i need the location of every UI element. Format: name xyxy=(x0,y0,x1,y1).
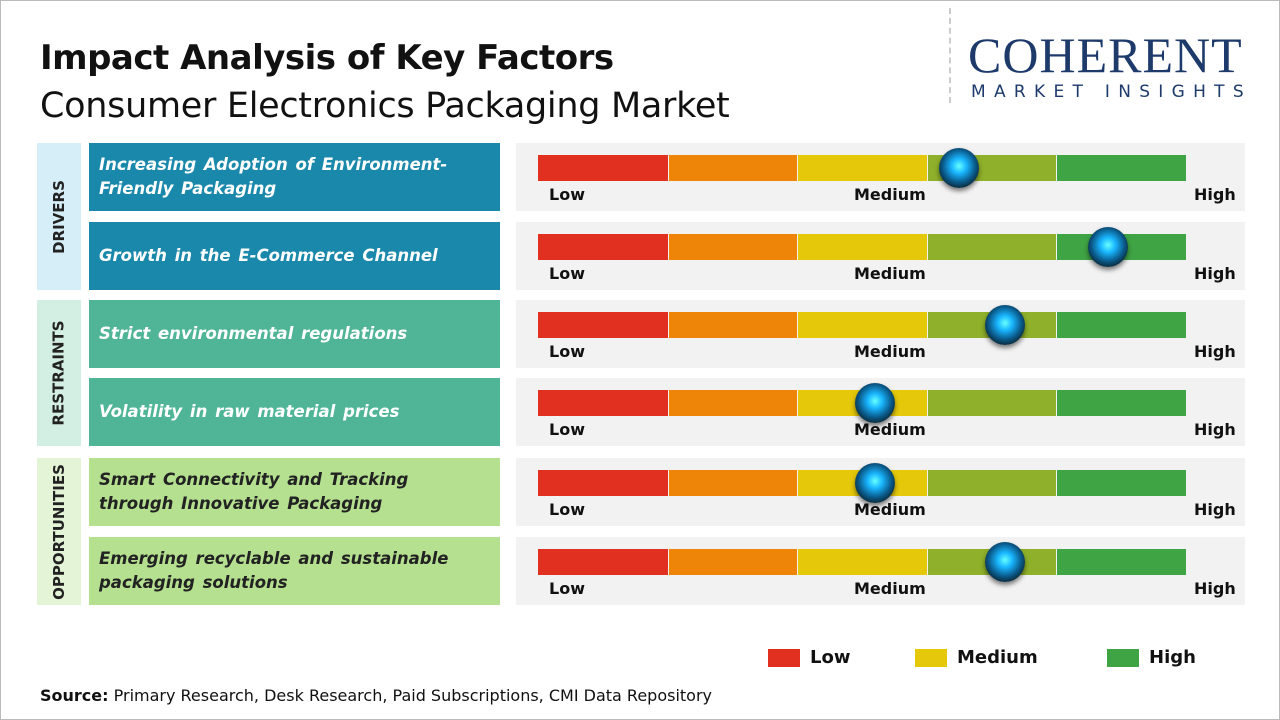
source-text: Primary Research, Desk Research, Paid Su… xyxy=(108,686,712,705)
gauge-segment xyxy=(668,312,798,338)
gauge-segment xyxy=(538,234,668,260)
source-note: Source: Primary Research, Desk Research,… xyxy=(40,686,712,705)
scale-label-medium: Medium xyxy=(854,420,926,439)
gauge-segment xyxy=(927,470,1057,496)
divider xyxy=(949,8,951,103)
category-restraints: RESTRAINTS xyxy=(37,300,81,446)
gauge-segment xyxy=(1057,470,1186,496)
scale-label-high: High xyxy=(1194,342,1236,361)
impact-marker xyxy=(984,542,1025,582)
gauge-segment xyxy=(538,390,668,416)
page-title: Impact Analysis of Key Factors xyxy=(40,38,614,78)
page-subtitle: Consumer Electronics Packaging Market xyxy=(40,86,730,126)
gauge-segment xyxy=(1057,312,1186,338)
factor-label: Growth in the E-Commerce Channel xyxy=(89,222,500,290)
logo: COHERENT MARKET INSIGHTS xyxy=(968,30,1268,110)
impact-marker xyxy=(984,305,1025,345)
category-label: OPPORTUNITIES xyxy=(50,463,68,600)
impact-gauge: Low Medium High xyxy=(516,222,1245,290)
gauge-segment xyxy=(1057,549,1186,575)
scale-label-medium: Medium xyxy=(854,185,926,204)
legend-label: Medium xyxy=(957,647,1038,668)
gauge-segment xyxy=(927,234,1057,260)
gauge-segment xyxy=(927,390,1057,416)
scale-label-high: High xyxy=(1194,579,1236,598)
gauge-segment xyxy=(798,549,927,575)
gauge-segment xyxy=(668,470,798,496)
scale-label-low: Low xyxy=(549,420,585,439)
impact-marker xyxy=(854,383,895,423)
scale-label-low: Low xyxy=(549,185,585,204)
gauge-segment xyxy=(538,470,668,496)
legend-swatch xyxy=(915,648,947,667)
gauge-segment xyxy=(798,312,927,338)
scale-label-high: High xyxy=(1194,185,1236,204)
scale-label-high: High xyxy=(1194,420,1236,439)
impact-gauge: Low Medium High xyxy=(516,143,1245,211)
legend-item: Low xyxy=(768,647,850,668)
gauge-segment xyxy=(798,234,927,260)
gauge-segment xyxy=(668,155,798,181)
impact-gauge: Low Medium High xyxy=(516,378,1245,446)
category-label: DRIVERS xyxy=(50,179,69,254)
scale-label-medium: Medium xyxy=(854,342,926,361)
legend-swatch xyxy=(1107,648,1139,667)
scale-label-low: Low xyxy=(549,264,585,283)
legend-item: Medium xyxy=(915,647,1038,668)
scale-label-medium: Medium xyxy=(854,264,926,283)
scale-label-medium: Medium xyxy=(854,500,926,519)
gauge-segment xyxy=(668,390,798,416)
scale-label-low: Low xyxy=(549,500,585,519)
legend-label: Low xyxy=(810,647,851,668)
logo-tagline: MARKET INSIGHTS xyxy=(971,82,1252,102)
category-label: RESTRAINTS xyxy=(50,320,69,426)
legend-label: High xyxy=(1149,647,1196,668)
legend-item: High xyxy=(1107,647,1196,668)
scale-label-high: High xyxy=(1194,264,1236,283)
scale-label-high: High xyxy=(1194,500,1236,519)
impact-gauge: Low Medium High xyxy=(516,300,1245,368)
factor-label: Increasing Adoption of Environment-Frien… xyxy=(89,143,500,211)
scale-label-low: Low xyxy=(549,579,585,598)
scale-label-medium: Medium xyxy=(854,579,926,598)
category-drivers: DRIVERS xyxy=(37,143,81,290)
impact-gauge: Low Medium High xyxy=(516,458,1245,526)
factor-label: Emerging recyclable and sustainable pack… xyxy=(89,537,500,605)
impact-marker xyxy=(854,463,895,503)
source-prefix: Source: xyxy=(40,686,109,705)
impact-marker xyxy=(1088,227,1129,267)
gauge-segment xyxy=(538,312,668,338)
gauge-segment xyxy=(668,549,798,575)
gauge-segment xyxy=(1057,155,1186,181)
impact-gauge: Low Medium High xyxy=(516,537,1245,605)
legend-swatch xyxy=(768,648,800,667)
gauge-segment xyxy=(668,234,798,260)
category-opportunities: OPPORTUNITIES xyxy=(37,458,81,605)
gauge-segment xyxy=(798,155,927,181)
gauge-segment xyxy=(1057,390,1186,416)
gauge-segment xyxy=(538,155,668,181)
factor-label: Strict environmental regulations xyxy=(89,300,500,368)
gauge-segment xyxy=(538,549,668,575)
factor-label: Volatility in raw material prices xyxy=(89,378,500,446)
impact-marker xyxy=(939,148,980,188)
scale-label-low: Low xyxy=(549,342,585,361)
factor-label: Smart Connectivity and Tracking through … xyxy=(89,458,500,526)
logo-wordmark: COHERENT xyxy=(968,27,1243,83)
